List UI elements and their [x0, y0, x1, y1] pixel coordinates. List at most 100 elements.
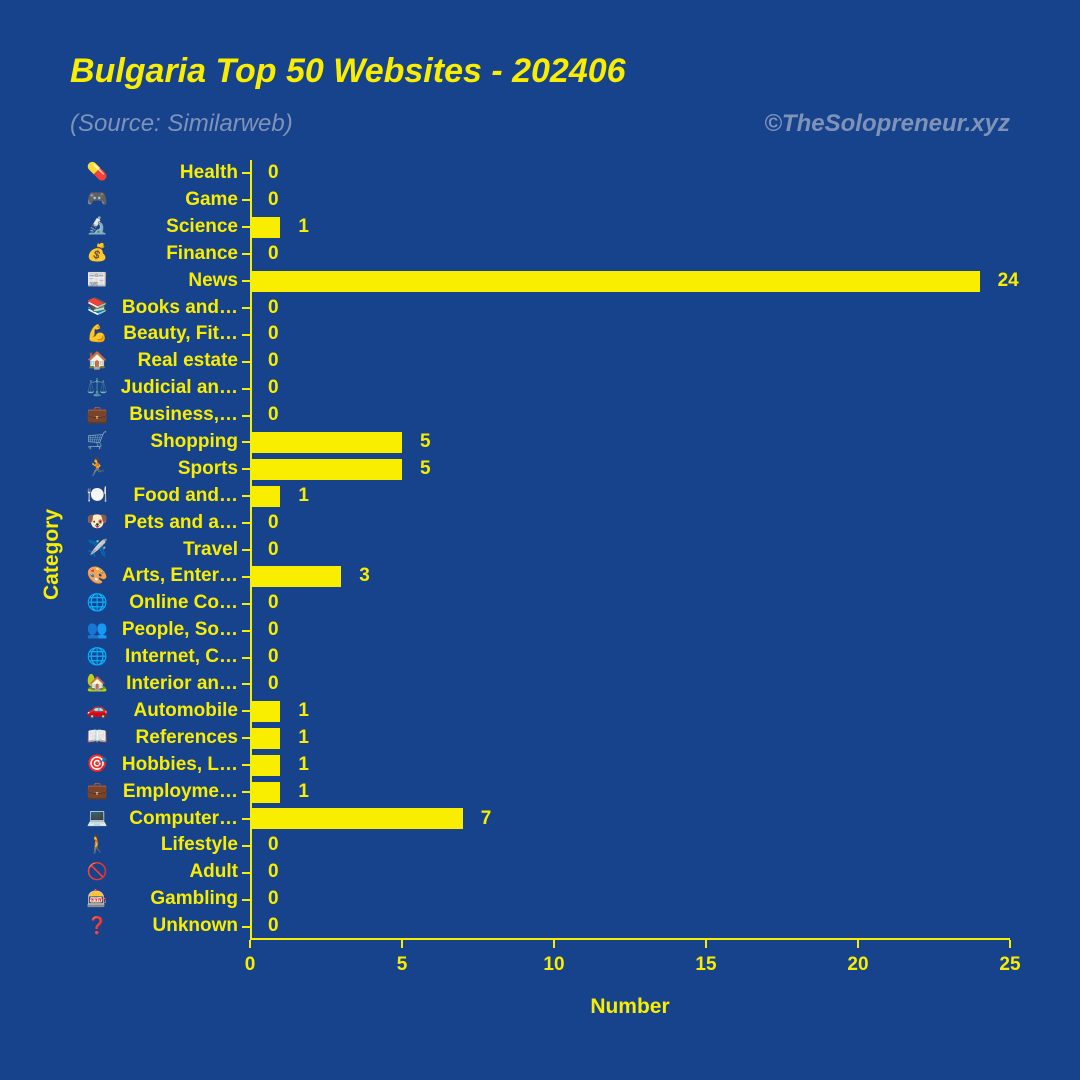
- bar-value-label: 0: [268, 243, 279, 265]
- y-tick: [242, 926, 250, 928]
- bar-value-label: 0: [268, 162, 279, 184]
- bar: [252, 566, 341, 587]
- x-tick: [1009, 940, 1011, 948]
- category-label: News: [112, 270, 238, 292]
- bar-value-label: 0: [268, 350, 279, 372]
- x-tick: [857, 940, 859, 948]
- y-tick: [242, 172, 250, 174]
- category-emoji: 💰: [84, 243, 108, 263]
- category-label: Travel: [112, 539, 238, 561]
- bar-value-label: 0: [268, 861, 279, 883]
- y-tick: [242, 603, 250, 605]
- bar-value-label: 0: [268, 404, 279, 426]
- category-label: Beauty, Fit…: [112, 323, 238, 345]
- bar-value-label: 0: [268, 646, 279, 668]
- bar-value-label: 3: [359, 565, 370, 587]
- bar-value-label: 0: [268, 512, 279, 534]
- category-label: Employme…: [112, 781, 238, 803]
- category-emoji: 📖: [84, 727, 108, 747]
- y-tick: [242, 226, 250, 228]
- y-tick: [242, 630, 250, 632]
- y-tick: [242, 199, 250, 201]
- y-tick: [242, 522, 250, 524]
- x-tick: [705, 940, 707, 948]
- category-label: Gambling: [112, 888, 238, 910]
- y-tick: [242, 576, 250, 578]
- category-label: Health: [112, 162, 238, 184]
- bar-value-label: 1: [298, 754, 309, 776]
- category-emoji: 🚶: [84, 835, 108, 855]
- bar-value-label: 0: [268, 377, 279, 399]
- y-tick: [242, 441, 250, 443]
- y-axis-label: Category: [40, 509, 64, 600]
- y-tick: [242, 253, 250, 255]
- category-emoji: 🏠: [84, 351, 108, 371]
- category-emoji: 🌐: [84, 647, 108, 667]
- bar-value-label: 0: [268, 888, 279, 910]
- bar: [252, 271, 980, 292]
- bar: [252, 782, 280, 803]
- x-tick-label: 5: [372, 954, 432, 976]
- category-emoji: ✈️: [84, 539, 108, 559]
- y-tick: [242, 710, 250, 712]
- category-label: Finance: [112, 243, 238, 265]
- bar-value-label: 0: [268, 619, 279, 641]
- x-tick-label: 0: [220, 954, 280, 976]
- category-emoji: 🌐: [84, 593, 108, 613]
- bar-value-label: 0: [268, 539, 279, 561]
- category-label: Science: [112, 216, 238, 238]
- category-emoji: 📚: [84, 297, 108, 317]
- category-label: Lifestyle: [112, 834, 238, 856]
- y-tick: [242, 764, 250, 766]
- y-tick: [242, 307, 250, 309]
- category-label: Business,…: [112, 404, 238, 426]
- bar: [252, 701, 280, 722]
- category-label: Adult: [112, 861, 238, 883]
- chart-title: Bulgaria Top 50 Websites - 202406: [70, 52, 626, 91]
- x-axis-label: Number: [570, 995, 690, 1019]
- y-tick: [242, 495, 250, 497]
- y-tick: [242, 388, 250, 390]
- category-label: Interior an…: [112, 673, 238, 695]
- category-emoji: 💪: [84, 324, 108, 344]
- category-emoji: 📰: [84, 270, 108, 290]
- category-label: Internet, C…: [112, 646, 238, 668]
- bar: [252, 459, 402, 480]
- chart-credit: ©TheSolopreneur.xyz: [764, 110, 1010, 138]
- x-tick-label: 10: [524, 954, 584, 976]
- y-tick: [242, 334, 250, 336]
- category-label: Books and…: [112, 297, 238, 319]
- category-emoji: 🏡: [84, 673, 108, 693]
- category-label: Game: [112, 189, 238, 211]
- bar-value-label: 0: [268, 673, 279, 695]
- category-label: Arts, Enter…: [112, 565, 238, 587]
- bar-value-label: 1: [298, 216, 309, 238]
- category-label: People, So…: [112, 619, 238, 641]
- y-tick: [242, 415, 250, 417]
- x-tick: [401, 940, 403, 948]
- y-tick: [242, 818, 250, 820]
- y-tick: [242, 791, 250, 793]
- y-tick: [242, 361, 250, 363]
- bar-value-label: 0: [268, 592, 279, 614]
- y-tick: [242, 657, 250, 659]
- bar-value-label: 1: [298, 485, 309, 507]
- category-label: Judicial an…: [112, 377, 238, 399]
- category-label: Automobile: [112, 700, 238, 722]
- y-tick: [242, 845, 250, 847]
- bar-value-label: 0: [268, 834, 279, 856]
- category-emoji: 💻: [84, 808, 108, 828]
- category-emoji: 🎮: [84, 189, 108, 209]
- category-emoji: 🚫: [84, 862, 108, 882]
- bar-value-label: 0: [268, 297, 279, 319]
- category-emoji: ❓: [84, 916, 108, 936]
- category-emoji: ⚖️: [84, 378, 108, 398]
- category-emoji: 🏃: [84, 458, 108, 478]
- category-emoji: 💊: [84, 162, 108, 182]
- bar-value-label: 5: [420, 458, 431, 480]
- y-tick: [242, 737, 250, 739]
- category-label: Hobbies, L…: [112, 754, 238, 776]
- category-label: Unknown: [112, 915, 238, 937]
- bar-value-label: 0: [268, 323, 279, 345]
- y-tick: [242, 280, 250, 282]
